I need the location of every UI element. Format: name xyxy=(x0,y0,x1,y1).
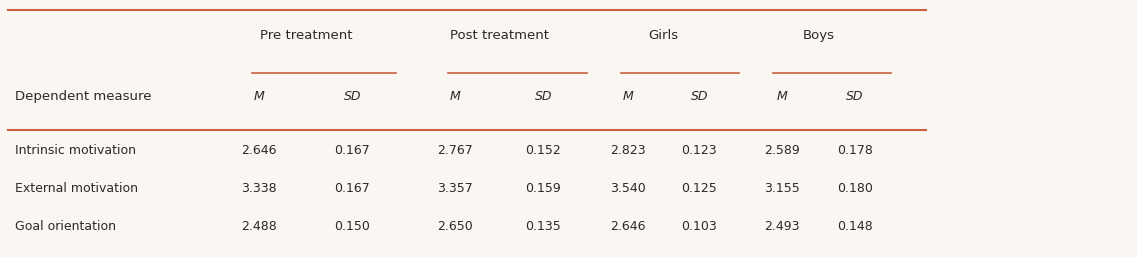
Text: Pre treatment: Pre treatment xyxy=(259,29,352,42)
Text: 0.152: 0.152 xyxy=(525,144,562,157)
Text: 2.767: 2.767 xyxy=(437,144,473,157)
Text: 0.135: 0.135 xyxy=(525,220,562,233)
Text: Boys: Boys xyxy=(803,29,835,42)
Text: Dependent measure: Dependent measure xyxy=(15,90,151,103)
Text: External motivation: External motivation xyxy=(15,182,138,195)
Text: Girls: Girls xyxy=(648,29,678,42)
Text: 3.357: 3.357 xyxy=(437,182,473,195)
Text: 2.589: 2.589 xyxy=(764,144,800,157)
Text: 2.650: 2.650 xyxy=(437,220,473,233)
Text: 0.180: 0.180 xyxy=(837,182,873,195)
Text: Intrinsic motivation: Intrinsic motivation xyxy=(15,144,135,157)
Text: 3.155: 3.155 xyxy=(764,182,800,195)
Text: M: M xyxy=(449,90,460,103)
Text: 2.823: 2.823 xyxy=(609,144,646,157)
Text: SD: SD xyxy=(690,90,708,103)
Text: 0.125: 0.125 xyxy=(681,182,717,195)
Text: 3.540: 3.540 xyxy=(609,182,646,195)
Text: 3.338: 3.338 xyxy=(241,182,277,195)
Text: 0.178: 0.178 xyxy=(837,144,873,157)
Text: 2.488: 2.488 xyxy=(241,220,277,233)
Text: 0.150: 0.150 xyxy=(334,220,371,233)
Text: 2.493: 2.493 xyxy=(764,220,800,233)
Text: M: M xyxy=(777,90,788,103)
Text: 0.159: 0.159 xyxy=(525,182,562,195)
Text: 0.167: 0.167 xyxy=(334,144,371,157)
Text: 0.148: 0.148 xyxy=(837,220,873,233)
Text: Post treatment: Post treatment xyxy=(449,29,549,42)
Text: SD: SD xyxy=(534,90,553,103)
Text: Goal orientation: Goal orientation xyxy=(15,220,116,233)
Text: 2.646: 2.646 xyxy=(241,144,277,157)
Text: M: M xyxy=(622,90,633,103)
Text: M: M xyxy=(254,90,265,103)
Text: SD: SD xyxy=(343,90,362,103)
Text: 2.646: 2.646 xyxy=(609,220,646,233)
Text: SD: SD xyxy=(846,90,864,103)
Text: 0.103: 0.103 xyxy=(681,220,717,233)
Text: 0.123: 0.123 xyxy=(681,144,717,157)
Text: 0.167: 0.167 xyxy=(334,182,371,195)
